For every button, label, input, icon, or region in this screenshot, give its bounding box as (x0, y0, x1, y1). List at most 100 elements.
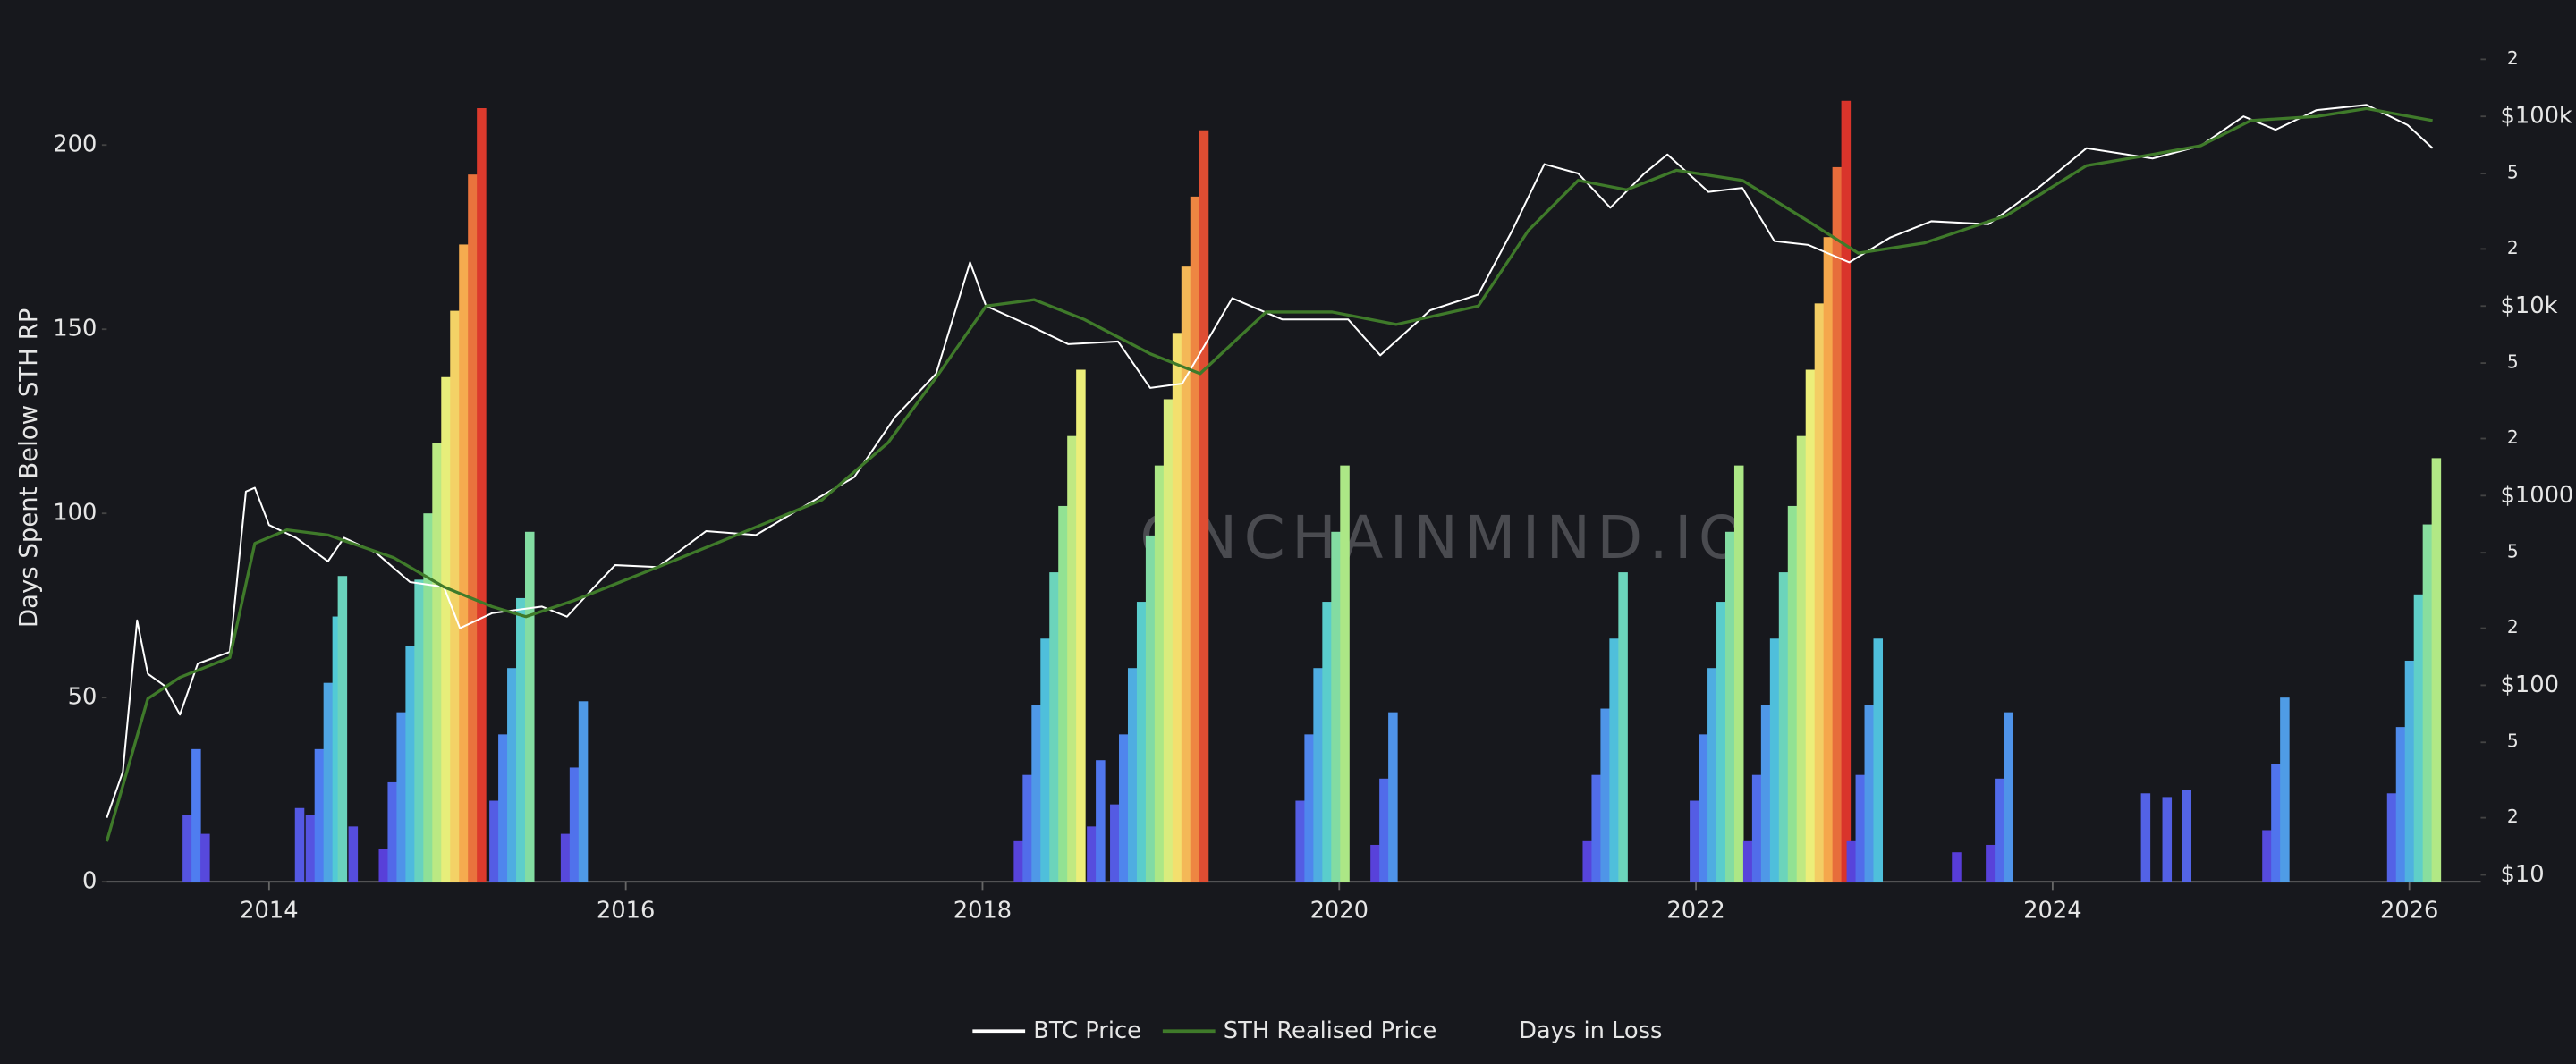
y2-tick-label: 5 (2507, 730, 2519, 752)
x-tick-label: 2016 (597, 898, 655, 925)
y2-tick-label: 2 (2507, 806, 2519, 827)
bar (1582, 840, 1592, 882)
bar (200, 833, 210, 882)
bar (1022, 774, 1032, 882)
bar (1805, 369, 1816, 882)
bar (1190, 196, 1200, 882)
bar (441, 376, 451, 882)
bar (2431, 458, 2442, 882)
bar (1724, 531, 1735, 882)
bar (332, 616, 343, 882)
y-tick-label: 50 (68, 684, 97, 711)
bar (1751, 774, 1762, 882)
bar (294, 807, 305, 882)
bar (1609, 638, 1619, 882)
bar (560, 833, 571, 882)
bar (1855, 774, 1866, 882)
bar (1769, 638, 1780, 882)
bar (459, 244, 469, 882)
y-tick-label: 100 (53, 500, 97, 527)
bar (468, 174, 478, 882)
bar (1049, 572, 1059, 882)
y2-tick-label: 5 (2507, 162, 2519, 183)
bar (1295, 800, 1305, 882)
bar (1127, 668, 1138, 882)
bar (1096, 760, 1106, 882)
bar (578, 701, 589, 882)
bar (450, 310, 460, 882)
x-tick-label: 2014 (240, 898, 298, 925)
bar (1707, 668, 1717, 882)
y2-tick-label: $1000 (2501, 482, 2574, 509)
bar (1340, 465, 1350, 882)
bar (1778, 572, 1789, 882)
bar (314, 748, 325, 882)
legend-label: STH Realised Price (1224, 1018, 1436, 1044)
bar (1322, 602, 1332, 882)
bar (2162, 797, 2173, 882)
bar (1304, 734, 1314, 882)
watermark: ONCHAINMIND.IO (1140, 503, 1751, 572)
bar (378, 849, 389, 882)
bar (1733, 465, 1744, 882)
x-tick-label: 2020 (1310, 898, 1368, 925)
bar (1379, 778, 1389, 882)
bar (1952, 852, 1962, 882)
bar (1067, 435, 1077, 882)
bar (1995, 778, 2004, 882)
bar (2413, 594, 2424, 882)
bar (432, 443, 442, 882)
bar (2404, 660, 2415, 882)
bar (305, 815, 316, 882)
bar (1986, 844, 1996, 882)
bar (1181, 266, 1191, 882)
bar (1031, 705, 1041, 882)
bar (1172, 333, 1182, 882)
bar (1058, 505, 1068, 882)
bar (1823, 237, 1834, 882)
bar (396, 712, 406, 882)
x-tick-label: 2024 (2023, 898, 2081, 925)
bar (1873, 638, 1884, 882)
bar (348, 826, 359, 882)
bar (1040, 638, 1050, 882)
bar (423, 513, 433, 882)
bar (1013, 840, 1023, 882)
y-tick-label: 0 (82, 868, 97, 895)
bar (1787, 505, 1798, 882)
bar (387, 781, 397, 882)
x-tick-label: 2026 (2380, 898, 2438, 925)
bar (2271, 764, 2281, 882)
bar (414, 579, 424, 882)
bar (498, 734, 508, 882)
y2-tick-label: 2 (2507, 237, 2519, 258)
bar (489, 800, 499, 882)
bar (1600, 708, 1610, 882)
bar (1087, 826, 1097, 882)
bar (1846, 840, 1857, 882)
legend-label: Days in Loss (1519, 1018, 1662, 1044)
bar (507, 668, 517, 882)
y2-tick-label: 2 (2507, 616, 2519, 638)
bar (569, 767, 580, 882)
bar (323, 682, 334, 882)
bar (1331, 531, 1341, 882)
y-axis-label: Days Spent Below STH RP (14, 308, 43, 628)
x-tick-label: 2018 (953, 898, 1012, 925)
line (105, 106, 2433, 842)
bar (524, 531, 535, 882)
y2-tick-label: 2 (2507, 47, 2519, 69)
bar (1163, 399, 1174, 882)
x-tick-label: 2022 (1666, 898, 1724, 925)
bar (2395, 727, 2406, 882)
bar (1110, 804, 1120, 882)
bar (1742, 840, 1753, 882)
bar (1136, 602, 1147, 882)
y2-tick-label: 5 (2507, 351, 2519, 373)
bar (1796, 435, 1807, 882)
y2-tick-label: 2 (2507, 426, 2519, 448)
bar (477, 108, 487, 882)
bar (1199, 130, 1209, 882)
bar (1076, 369, 1086, 882)
